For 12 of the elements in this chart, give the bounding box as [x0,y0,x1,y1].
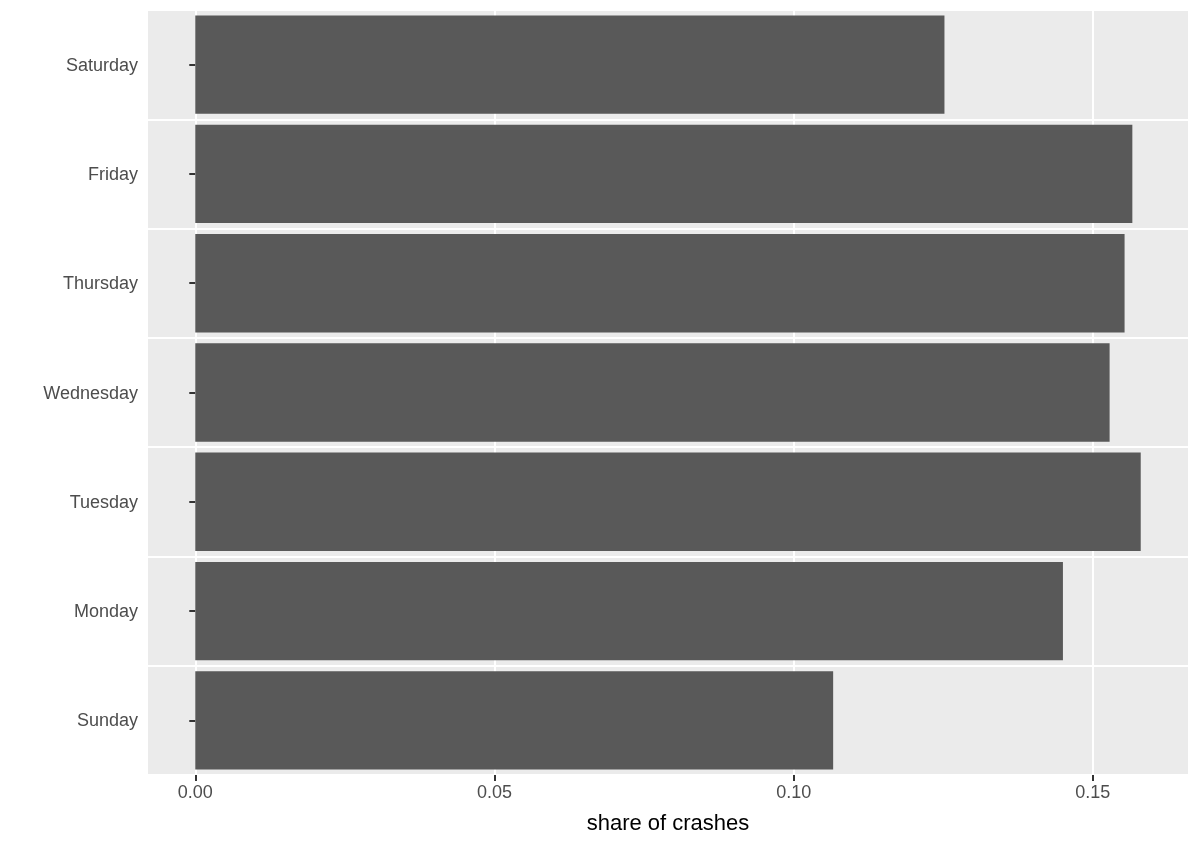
x-tick-label: 0.15 [1075,782,1111,802]
y-tick-label: Monday [73,601,138,622]
x-axis-title: share of crashes [586,809,750,835]
y-tick-label: Thursday [62,273,138,294]
y-tick-label: Sunday [76,710,138,731]
y-tick-label: Tuesday [69,491,138,512]
x-tick-label: 0.10 [776,782,812,802]
y-tick-label: Saturday [65,54,138,75]
y-tick-label: Wednesday [43,382,138,403]
x-tick-label: 0.00 [177,782,213,802]
x-tick-label: 0.05 [476,782,512,802]
y-tick-label: Friday [87,163,138,184]
